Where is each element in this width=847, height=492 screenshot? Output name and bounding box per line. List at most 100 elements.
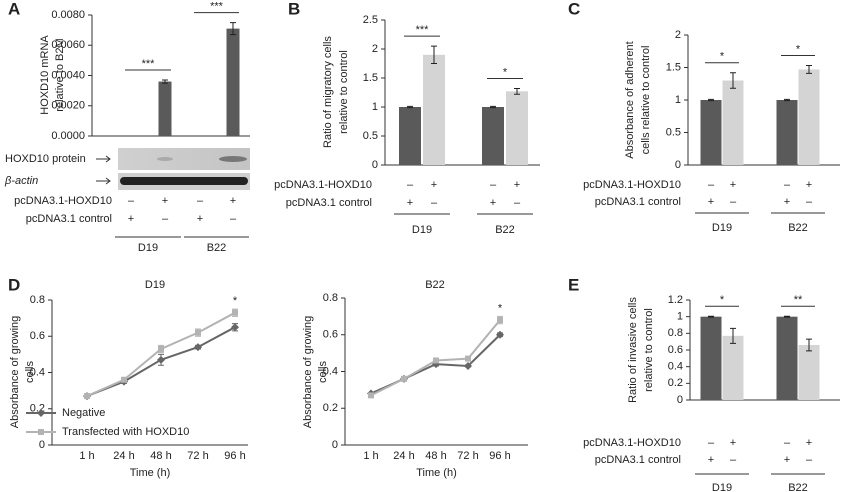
y-axis-label: Absorbance of growing [302, 316, 314, 429]
x-tick-label: 48 h [150, 450, 171, 462]
y-tick-label: 0.0040 [51, 69, 85, 81]
legend-label: Negative [62, 407, 105, 419]
bar [158, 81, 172, 136]
y-tick-label: 1 [677, 311, 683, 323]
x-axis-label: Time (h) [130, 467, 171, 479]
condition-sign: + [230, 195, 236, 207]
bar [798, 69, 820, 165]
y-axis-label: HOXD10 mRNA [39, 35, 51, 115]
y-tick-label: 1 [675, 94, 681, 106]
error-bar [806, 338, 812, 352]
significance: * [796, 43, 801, 55]
x-tick-label: 24 h [113, 450, 134, 462]
blot-label: β-actin [4, 175, 38, 187]
data-point [401, 375, 407, 382]
y-tick-label: 0 [675, 159, 681, 171]
y-axis-label: cells [24, 361, 36, 384]
chart-title: D19 [145, 279, 165, 291]
condition-sign: – [806, 196, 813, 208]
x-tick-label: 96 h [224, 450, 245, 462]
y-axis-label: relative to B2M [54, 38, 66, 111]
x-tick-label: 1 h [79, 450, 94, 462]
condition-label: pcDNA3.1-HOXD10 [14, 195, 112, 207]
bar [700, 100, 722, 165]
condition-sign: – [162, 213, 169, 225]
significance: * [498, 302, 503, 314]
group-label: D19 [712, 222, 732, 234]
condition-sign: + [708, 196, 714, 208]
condition-sign: + [431, 179, 437, 191]
condition-sign: – [490, 179, 497, 191]
condition-label: pcDNA3.1-HOXD10 [583, 437, 681, 449]
group-label: B22 [495, 224, 515, 236]
y-axis-label: cells [317, 361, 329, 384]
data-point [464, 361, 472, 370]
condition-label: pcDNA3.1 control [286, 197, 372, 209]
condition-sign: + [197, 213, 203, 225]
chart-title: B22 [425, 279, 445, 291]
significance: *** [416, 24, 430, 36]
y-tick-label: 0.6 [668, 344, 683, 356]
y-tick-label: 1.2 [668, 294, 683, 306]
y-tick-label: 0 [332, 439, 338, 451]
condition-sign: + [407, 197, 413, 209]
y-tick-label: 2 [675, 29, 681, 41]
y-tick-label: 0.4 [668, 361, 683, 373]
condition-sign: – [708, 437, 715, 449]
x-tick-label: 72 h [457, 450, 478, 462]
y-tick-label: 0.5 [666, 126, 681, 138]
error-bar [708, 98, 714, 102]
error-bar [784, 98, 790, 102]
y-axis-label: Absorbance of growing [9, 316, 21, 429]
y-tick-label: 0.4 [30, 366, 45, 378]
y-tick-label: 0.2 [323, 402, 338, 414]
data-point [194, 343, 202, 352]
y-tick-label: 1 [372, 101, 378, 113]
x-tick-label: 96 h [489, 450, 510, 462]
condition-sign: + [708, 454, 714, 466]
error-bar [730, 327, 736, 344]
legend-marker [38, 429, 44, 435]
condition-label: pcDNA3.1-HOXD10 [583, 179, 681, 191]
condition-label: pcDNA3.1-HOXD10 [274, 179, 372, 191]
bar [226, 28, 240, 136]
y-tick-label: 1.5 [363, 72, 378, 84]
panel-label: E [568, 275, 579, 294]
condition-sign: – [128, 195, 135, 207]
panel-label: A [8, 0, 20, 18]
data-point [121, 376, 127, 383]
panel-label: C [568, 0, 580, 18]
y-tick-label: 0 [39, 439, 45, 451]
condition-sign: + [806, 179, 812, 191]
y-tick-label: 0.0020 [51, 100, 85, 112]
condition-sign: + [784, 196, 790, 208]
error-bar [407, 105, 413, 109]
error-bar [806, 65, 812, 74]
y-axis-label: Ratio of invasive cells [627, 297, 639, 403]
y-tick-label: 0.8 [323, 292, 338, 304]
bar [423, 54, 445, 165]
group-label: D19 [138, 242, 158, 254]
bar [776, 100, 798, 165]
condition-sign: – [784, 179, 791, 191]
data-point [157, 355, 165, 364]
condition-sign: – [730, 196, 737, 208]
blot-label: HOXD10 protein [5, 153, 86, 165]
condition-sign: + [162, 195, 168, 207]
condition-sign: – [230, 213, 237, 225]
y-tick-label: 0.8 [30, 294, 45, 306]
condition-label: pcDNA3.1 control [595, 196, 681, 208]
condition-sign: + [128, 213, 134, 225]
significance: ** [794, 294, 803, 306]
error-bar [431, 45, 437, 64]
condition-label: pcDNA3.1 control [26, 213, 112, 225]
y-tick-label: 2 [372, 43, 378, 55]
data-point [496, 330, 504, 339]
condition-sign: + [730, 179, 736, 191]
group-label: B22 [788, 482, 808, 492]
condition-sign: – [197, 195, 204, 207]
bar [722, 80, 744, 165]
western-blot [96, 148, 250, 190]
y-tick-label: 0.5 [363, 130, 378, 142]
